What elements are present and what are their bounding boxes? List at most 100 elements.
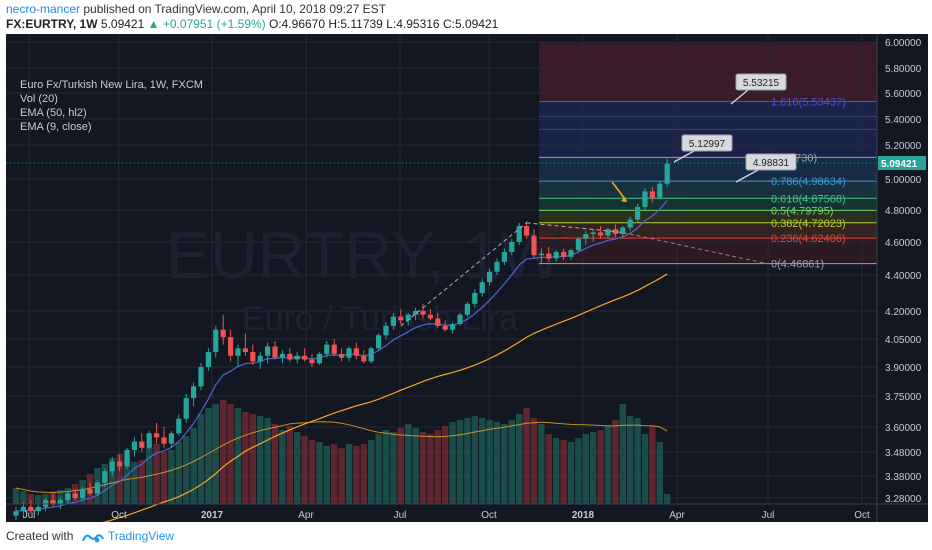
y-tick-label: 5.20000 (885, 141, 922, 152)
candle-body (28, 506, 34, 512)
volume-bar (442, 426, 449, 504)
y-tick-label: 3.75000 (885, 392, 922, 403)
volume-bar (538, 424, 545, 504)
candle-body (390, 316, 396, 326)
volume-bar (597, 430, 604, 504)
candle-body (427, 314, 433, 319)
volume-bar (486, 420, 493, 504)
volume-bar (590, 432, 597, 504)
candle-body (383, 325, 389, 336)
last-price-label: 5.09421 (881, 159, 918, 170)
candle-body (561, 251, 567, 257)
candle-body (331, 344, 337, 354)
y-tick-label: 4.60000 (885, 238, 922, 249)
candle-body (398, 316, 404, 321)
candle-body (287, 353, 293, 360)
candle-body (316, 353, 322, 364)
volume-bar (664, 494, 671, 504)
volume-bar (20, 491, 27, 504)
volume-bar (582, 434, 589, 504)
callout-pointer (735, 169, 759, 183)
volume-bar (338, 448, 345, 504)
volume-bar (131, 462, 138, 504)
candle-body (420, 311, 426, 315)
candle-body (413, 311, 419, 315)
callout-label: 4.98831 (753, 158, 790, 169)
volume-bar (183, 436, 190, 504)
y-tick-label: 3.28000 (885, 494, 922, 505)
x-tick-label: Apr (669, 510, 685, 521)
fib-level-label: 0.618(4.87568) (771, 193, 846, 205)
footer: Created with TradingView (0, 522, 932, 550)
callout-box[interactable] (681, 134, 733, 152)
volume-bar (368, 440, 375, 504)
volume-bar (501, 424, 508, 504)
volume-bar (212, 404, 219, 504)
candle-body (20, 506, 26, 512)
y-tick-label: 5.40000 (885, 115, 922, 126)
candle-body (583, 234, 589, 239)
volume-ma-line (15, 421, 668, 493)
tradingview-brand[interactable]: TradingView (108, 529, 175, 543)
volume-bar (123, 456, 131, 504)
candle-body (57, 500, 63, 505)
volume-bar (530, 418, 538, 504)
candle-body (487, 271, 493, 283)
candle-body (324, 344, 330, 354)
author-link[interactable]: necro-mancer (6, 2, 81, 16)
candle-body (339, 353, 345, 358)
volume-bar (464, 418, 471, 504)
candle-body (457, 314, 463, 325)
change-label: +0.07951 (+1.59%) (162, 17, 266, 31)
candle-body (664, 163, 670, 184)
callout-label: 5.53215 (743, 78, 780, 89)
candle-body (146, 433, 152, 448)
legend-vol[interactable]: Vol (20) (20, 93, 58, 105)
candle-body (635, 206, 641, 220)
candle-body (531, 235, 537, 256)
legend-ema9[interactable]: EMA (9, close) (20, 121, 92, 133)
fib-zone (539, 181, 877, 199)
volume-bar (634, 418, 641, 504)
candle-body (161, 437, 167, 444)
legend-title: Euro Fx/Turkish New Lira, 1W, FXCM (20, 79, 203, 91)
volume-bar (353, 446, 360, 504)
candle-body (65, 493, 71, 501)
volume-bar (493, 422, 501, 504)
volume-bar (279, 430, 286, 504)
volume-bar (405, 424, 412, 504)
x-tick-label: Jul (762, 510, 775, 521)
y-tick-label: 5.60000 (885, 89, 922, 100)
candle-body (302, 355, 308, 360)
created-with-label: Created with (6, 529, 74, 543)
volume-bar (641, 434, 649, 504)
candle-body (87, 489, 93, 494)
volume-bar (508, 420, 515, 504)
candle-body (257, 355, 263, 362)
y-tick-label: 3.48000 (885, 448, 922, 459)
chart-area[interactable]: EURTRY, 1W Euro / Turkish Lira 0(4.46861… (6, 34, 928, 539)
y-tick-label: 3.90000 (885, 363, 922, 374)
ohlc-high: H:5.11739 (328, 17, 383, 31)
y-tick-label: 3.60000 (885, 423, 922, 434)
volume-bar (649, 426, 656, 504)
volume-bar (427, 434, 434, 504)
callout-box[interactable] (745, 153, 797, 171)
candle-body (494, 261, 500, 272)
candle-body (590, 232, 596, 234)
volume-bar (205, 408, 212, 504)
candle-body (50, 500, 56, 505)
callout-box[interactable] (735, 73, 787, 91)
price-chart[interactable]: EURTRY, 1W Euro / Turkish Lira 0(4.46861… (6, 34, 928, 539)
fib-trend-line (622, 231, 767, 264)
x-tick-label: Apr (298, 510, 314, 521)
candle-body (242, 348, 248, 353)
candle-body (80, 489, 86, 498)
legend-ema50[interactable]: EMA (50, hl2) (20, 107, 87, 119)
candle-body (191, 386, 197, 399)
change-up-icon: ▲ (147, 17, 160, 31)
y-tick-label: 4.40000 (885, 271, 922, 282)
volume-bar (197, 414, 205, 504)
volume-bar (456, 420, 464, 504)
volume-bar (516, 414, 523, 504)
